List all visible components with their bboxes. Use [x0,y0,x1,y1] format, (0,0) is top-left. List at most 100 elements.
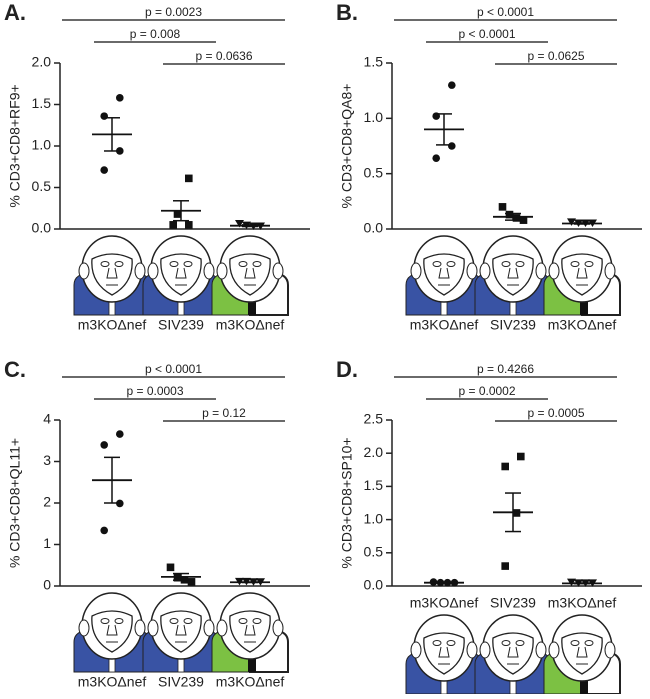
p-value: p = 0.0023 [145,5,202,19]
icon-ear [535,262,547,280]
p-value: p < 0.0001 [458,27,515,41]
x-tick-label: m3KOΔnef [216,317,285,333]
x-tick-label: m3KOΔnef [410,595,479,611]
data-point [235,220,244,228]
icon-nose [244,624,256,636]
icon-nose [438,646,450,658]
icon-eye [114,261,124,267]
panel-label: C. [4,357,26,382]
monkey-icon [543,235,621,316]
icon-eye [570,640,580,646]
icon-ear [410,262,422,280]
p-value: p = 0.0636 [195,49,252,63]
data-point [116,94,124,102]
icon-ear [272,262,284,280]
icon-eye [446,640,456,646]
monkey-icon [405,235,483,316]
y-tick-label: 1 [43,535,51,551]
data-point [498,203,507,211]
y-tick-label: 1.0 [32,137,52,153]
x-tick-label: m3KOΔnef [78,317,147,333]
data-point [187,578,196,586]
icon-ear [466,262,478,280]
y-tick-label: 2.5 [364,411,384,427]
x-tick-label: m3KOΔnef [548,595,617,611]
y-tick-label: 0.5 [32,178,52,194]
icon-stripe [248,649,256,672]
data-point [185,174,193,183]
icon-nose [507,646,519,658]
icon-nose [244,267,256,279]
monkey-icon [211,592,289,673]
icon-eye [432,640,442,646]
data-point [100,166,108,174]
data-point [448,142,456,150]
monkey-icon [543,614,621,695]
y-axis-label: % CD3+CD8+RF9+ [7,84,23,207]
icon-eye [238,618,248,624]
y-tick-label: 0.5 [364,164,384,180]
y-tick-label: 0.5 [364,544,384,560]
icon-stripe [580,292,588,315]
icon-eye [169,618,179,624]
data-point [519,216,528,224]
icon-eye [100,618,110,624]
data-point [505,210,514,219]
icon-eye [501,640,511,646]
data-point [567,218,576,226]
data-point [512,214,521,222]
y-tick-label: 0.0 [364,220,384,236]
data-point [517,452,525,461]
data-point [432,154,441,162]
icon-eye [570,261,580,267]
y-tick-label: 1.5 [32,95,52,111]
icon-ear [410,641,422,659]
p-value: p = 0.4266 [477,362,534,376]
data-point [501,562,509,570]
icon-ear [134,262,146,280]
p-value: p = 0.0625 [527,49,584,63]
y-tick-label: 0.0 [32,220,52,236]
x-tick-label: SIV239 [158,674,204,690]
y-tick-label: 2 [43,494,51,510]
x-tick-label: SIV239 [490,595,536,611]
data-point [173,210,182,218]
p-value: p = 0.12 [202,406,246,420]
data-point [185,221,193,229]
icon-eye [432,261,442,267]
data-point [567,578,576,587]
icon-eye [238,261,248,267]
icon-ear [203,619,215,637]
monkey-icon [142,235,220,316]
p-value: p = 0.0002 [458,384,515,398]
x-tick-label: m3KOΔnef [548,317,617,333]
panel-label: D. [336,357,358,382]
icon-ear [216,619,228,637]
icon-ear [272,619,284,637]
p-value: p = 0.0003 [126,384,183,398]
data-point [501,462,509,471]
icon-stripe [248,292,256,315]
icon-ear [78,619,90,637]
icon-eye [515,640,525,646]
data-point [448,81,456,89]
p-value: p = 0.008 [130,27,181,41]
icon-eye [584,261,594,267]
icon-eye [183,261,193,267]
monkey-icon [73,592,151,673]
y-axis-label: % CD3+CD8+QL11+ [7,438,23,568]
icon-nose [175,267,187,279]
icon-nose [106,267,118,279]
icon-ear [203,262,215,280]
y-tick-label: 1.0 [364,510,384,526]
y-tick-label: 2.0 [364,444,384,460]
icon-ear [134,619,146,637]
icon-ear [535,641,547,659]
icon-eye [114,618,124,624]
p-value: p = 0.0005 [527,406,584,420]
p-value: p < 0.0001 [477,5,534,19]
icon-ear [78,262,90,280]
x-tick-label: m3KOΔnef [78,674,147,690]
x-tick-label: SIV239 [490,317,536,333]
